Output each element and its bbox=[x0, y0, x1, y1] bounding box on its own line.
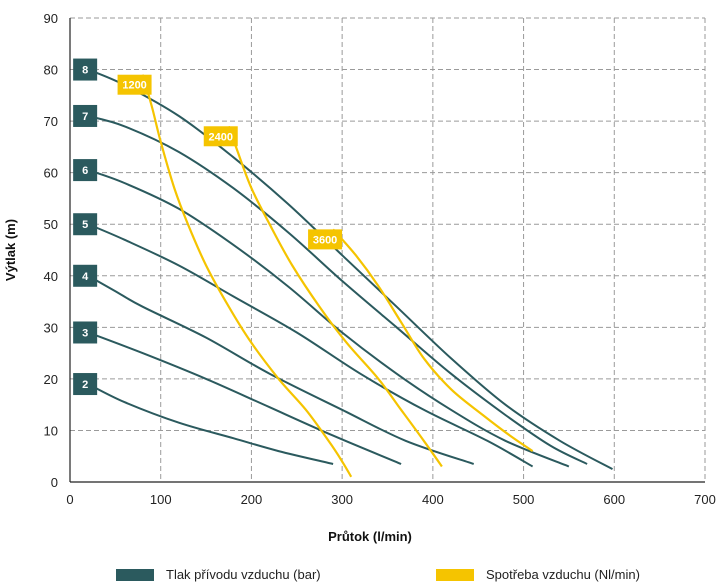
y-tick-label: 10 bbox=[44, 423, 58, 438]
pressure-label-box-3 bbox=[73, 321, 98, 344]
legend-label-pressure: Tlak přívodu vzduchu (bar) bbox=[166, 567, 321, 582]
legend-item-consumption: Spotřeba vzduchu (Nl/min) bbox=[436, 567, 640, 582]
y-tick-label: 50 bbox=[44, 217, 58, 232]
pressure-line-3 bbox=[87, 331, 402, 465]
legend-label-consumption: Spotřeba vzduchu (Nl/min) bbox=[486, 567, 640, 582]
x-tick-label: 100 bbox=[150, 492, 172, 507]
x-tick-label: 200 bbox=[241, 492, 263, 507]
y-tick-label: 80 bbox=[44, 63, 58, 78]
y-tick-label: 90 bbox=[44, 11, 58, 26]
x-axis-label: Průtok (l/min) bbox=[328, 529, 412, 544]
consumption-label-2400: 2400 bbox=[209, 131, 233, 143]
grid-lines bbox=[70, 17, 706, 482]
pressure-label-7: 7 bbox=[82, 111, 88, 123]
pressure-label-box-6 bbox=[73, 159, 98, 182]
consumption-label-box-2400 bbox=[203, 126, 238, 147]
y-tick-label: 60 bbox=[44, 166, 58, 181]
y-tick-label: 40 bbox=[44, 269, 58, 284]
pressure-label-box-8 bbox=[73, 58, 98, 81]
x-tick-label: 300 bbox=[331, 492, 353, 507]
pressure-line-4 bbox=[87, 274, 475, 465]
legend-swatch-consumption bbox=[436, 568, 474, 581]
pressure-line-5 bbox=[87, 223, 534, 468]
consumption-label-box-3600 bbox=[308, 229, 343, 250]
legend-item-pressure: Tlak přívodu vzduchu (bar) bbox=[116, 567, 321, 582]
y-axis-label: Výtlak (m) bbox=[3, 219, 18, 281]
consumption-line-3600 bbox=[332, 228, 534, 453]
legend: Tlak přívodu vzduchu (bar) Spotřeba vzdu… bbox=[0, 567, 721, 584]
consumption-label-1200: 1200 bbox=[122, 80, 146, 92]
series-lines bbox=[87, 68, 613, 478]
pressure-label-box-4 bbox=[73, 264, 98, 287]
y-tick-label: 30 bbox=[44, 320, 58, 335]
series-labels: 2 3 4 5 6 7 8 1200 2400 3600 bbox=[73, 58, 343, 396]
pressure-label-8: 8 bbox=[82, 65, 88, 77]
pressure-label-box-7 bbox=[73, 104, 98, 127]
pressure-line-7 bbox=[87, 115, 588, 465]
y-tick-label: 70 bbox=[44, 114, 58, 129]
x-tick-label: 600 bbox=[603, 492, 625, 507]
pressure-label-box-5 bbox=[73, 213, 98, 236]
pressure-label-6: 6 bbox=[82, 165, 88, 177]
pressure-label-box-2 bbox=[73, 373, 98, 396]
tick-labels: 0 100 200 300 400 500 600 700 0 10 20 30 40 50 60 70 80 9… bbox=[44, 11, 716, 507]
pressure-line-6 bbox=[87, 169, 570, 468]
consumption-line-1200 bbox=[141, 74, 353, 478]
consumption-label-box-1200 bbox=[117, 74, 152, 95]
x-tick-label: 500 bbox=[513, 492, 535, 507]
pressure-label-3: 3 bbox=[82, 327, 88, 339]
legend-swatch-pressure bbox=[116, 568, 154, 581]
consumption-line-2400 bbox=[227, 125, 443, 468]
pressure-line-8 bbox=[87, 68, 613, 470]
pressure-label-4: 4 bbox=[82, 271, 89, 283]
chart-plot: 0 100 200 300 400 500 600 700 0 10 20 30 40 50 60 70 80 9… bbox=[3, 11, 716, 544]
y-tick-label: 20 bbox=[44, 372, 58, 387]
consumption-label-3600: 3600 bbox=[313, 234, 337, 246]
axes bbox=[69, 18, 705, 483]
pressure-line-2 bbox=[87, 383, 334, 465]
x-tick-label: 0 bbox=[66, 492, 73, 507]
pressure-label-2: 2 bbox=[82, 379, 88, 391]
x-tick-label: 400 bbox=[422, 492, 444, 507]
y-tick-label: 0 bbox=[51, 475, 58, 490]
x-tick-label: 700 bbox=[694, 492, 716, 507]
pressure-label-5: 5 bbox=[82, 219, 88, 231]
